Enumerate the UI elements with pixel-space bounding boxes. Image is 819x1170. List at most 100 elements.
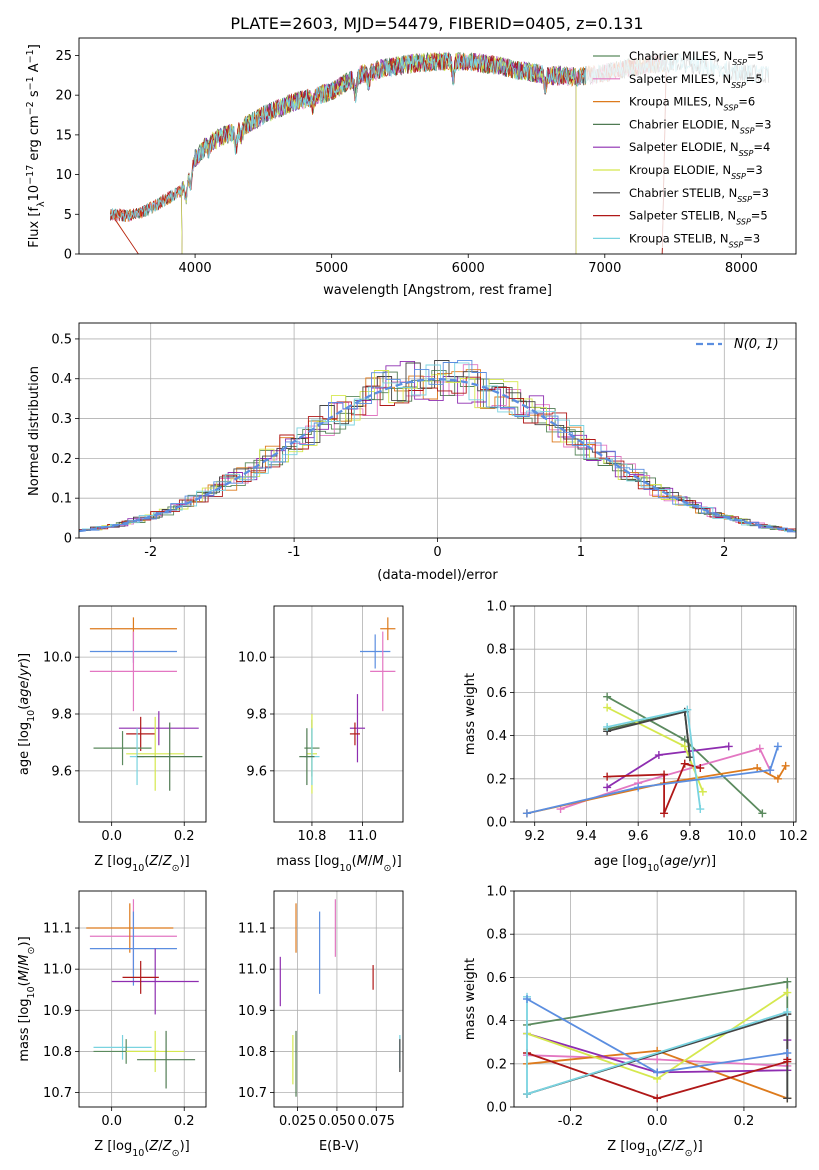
spectrum-line-salpeter-stelib bbox=[110, 52, 667, 255]
spectrum-line-kroupa-elodie bbox=[181, 52, 577, 255]
massweight-vs-age-frame bbox=[513, 605, 797, 823]
weight-marker bbox=[660, 809, 669, 818]
age-vs-Z-ylabel: age [log10(age/yr)] bbox=[17, 653, 37, 775]
weight-marker bbox=[755, 744, 764, 753]
errorbar-point bbox=[89, 631, 177, 712]
mass-vs-Z-ylabel: mass [log10(M/M⊙)] bbox=[17, 936, 37, 1061]
residuals-axes: -2 -1 0 1 2 0 0.1 0.2 0.3 0.4 0.5 bbox=[51, 323, 796, 560]
y-tick-label: 0.6 bbox=[486, 686, 507, 701]
x-tick-label: 6000 bbox=[452, 261, 485, 276]
y-tick-label: 11.1 bbox=[238, 922, 267, 937]
legend-label: Kroupa ELODIE, NSSP=3 bbox=[629, 163, 763, 181]
x-tick-label: -1 bbox=[288, 545, 301, 560]
age-vs-Z-xlabel: Z [log10(Z/Z⊙)] bbox=[94, 854, 189, 874]
weight-marker bbox=[523, 995, 532, 1003]
y-tick-label: 10.7 bbox=[43, 1086, 72, 1101]
weight-marker bbox=[783, 977, 792, 986]
weight-marker bbox=[696, 805, 705, 814]
massweight-vs-age-axes: 9.2 9.4 9.6 9.8 10.0 10.2 0.0 0.2 0.4 0.6 0.8 1.0 bbox=[486, 600, 808, 845]
errorbar-point bbox=[380, 617, 396, 641]
weight-line bbox=[606, 745, 729, 789]
x-tick-label: 0 bbox=[433, 545, 441, 560]
weight-marker bbox=[603, 692, 612, 701]
y-tick-label: 0.8 bbox=[486, 928, 507, 943]
y-tick-label: 20 bbox=[55, 89, 72, 104]
legend-box bbox=[586, 42, 790, 248]
age-vs-mass-axes: 10.8 11.0 9.6 9.8 10.0 bbox=[238, 606, 403, 844]
y-tick-label: 0.5 bbox=[51, 332, 72, 347]
weight-marker bbox=[522, 809, 531, 818]
y-tick-label: 0.4 bbox=[486, 1014, 507, 1029]
residuals-frame bbox=[78, 322, 797, 539]
x-tick-label: 0.025 bbox=[279, 1114, 316, 1129]
y-tick-label: 0.4 bbox=[486, 729, 507, 744]
age-vs-Z-frame bbox=[78, 605, 207, 823]
legend-label: Salpeter MILES, NSSP=5 bbox=[629, 72, 763, 90]
normal-curve bbox=[78, 378, 794, 533]
y-tick-label: 0 bbox=[64, 248, 72, 263]
y-tick-label: 10.8 bbox=[238, 1045, 267, 1060]
errorbar-point bbox=[370, 631, 396, 712]
y-tick-label: 0.6 bbox=[486, 971, 507, 986]
weight-marker bbox=[781, 761, 790, 770]
x-tick-label: 9.4 bbox=[576, 829, 597, 844]
errorbar-point bbox=[126, 716, 185, 791]
spectrum-line-chabrier-miles bbox=[110, 52, 667, 255]
weight-marker bbox=[523, 1090, 532, 1099]
y-tick-label: 0.4 bbox=[51, 372, 72, 387]
spectrum-ylabel: Flux [fλ10−17 erg cm−2 s−1 A−1] bbox=[25, 44, 47, 248]
weight-marker bbox=[654, 751, 663, 760]
mass-vs-Z-axes: 0.0 0.2 10.7 10.8 10.9 11.0 11.1 bbox=[43, 891, 206, 1129]
mass-vs-Z-xlabel: Z [log10(Z/Z⊙)] bbox=[94, 1139, 189, 1159]
massweight-vs-Z-xlabel: Z [log10(Z/Z⊙)] bbox=[607, 1139, 702, 1159]
x-tick-label: 0.2 bbox=[174, 829, 195, 844]
x-tick-label: 10.0 bbox=[727, 829, 756, 844]
x-tick-label: 1 bbox=[577, 545, 585, 560]
legend-label: Chabrier MILES, NSSP=5 bbox=[629, 49, 764, 67]
mass-vs-EBV-xlabel: E(B-V) bbox=[319, 1139, 359, 1154]
errorbar-point bbox=[299, 728, 315, 786]
spectrum-frame bbox=[78, 37, 797, 255]
legend-label: Chabrier ELODIE, NSSP=3 bbox=[629, 117, 771, 135]
y-tick-label: 5 bbox=[64, 208, 72, 223]
weight-marker bbox=[653, 1094, 662, 1103]
massweight-vs-Z-frame bbox=[513, 890, 797, 1108]
y-tick-label: 0.1 bbox=[51, 492, 72, 507]
spectrum-line-salpeter-miles bbox=[110, 51, 667, 255]
weight-marker bbox=[653, 1068, 662, 1077]
y-tick-label: 11.1 bbox=[43, 922, 72, 937]
age-vs-mass-xlabel: mass [log10(M/M⊙)] bbox=[276, 854, 401, 874]
x-tick-label: 9.2 bbox=[524, 829, 545, 844]
y-tick-label: 10.0 bbox=[43, 651, 72, 666]
legend-label: Salpeter ELODIE, NSSP=4 bbox=[629, 140, 770, 158]
weight-marker bbox=[766, 766, 775, 775]
y-tick-label: 15 bbox=[55, 128, 72, 143]
normal-legend-label: N(0, 1) bbox=[734, 337, 779, 352]
errorbar-point bbox=[349, 694, 366, 763]
x-tick-label: 10.2 bbox=[779, 829, 808, 844]
histogram-kroupa-stelib bbox=[81, 362, 796, 532]
errorbar-point bbox=[126, 1030, 185, 1073]
spectrum-line-chabrier-elodie bbox=[181, 51, 577, 255]
spectrum-axes: 4000 5000 6000 7000 8000 0 5 10 15 20 25 bbox=[55, 49, 757, 276]
x-tick-label: 0.0 bbox=[101, 829, 122, 844]
errorbar-point bbox=[93, 731, 152, 766]
y-tick-label: 25 bbox=[55, 49, 72, 64]
errorbar-point bbox=[137, 722, 203, 791]
x-tick-label: 9.8 bbox=[680, 829, 701, 844]
y-tick-label: 0 bbox=[64, 532, 72, 547]
figure-title: PLATE=2603, MJD=54479, FIBERID=0405, z=0… bbox=[230, 14, 643, 33]
errorbar-point bbox=[118, 711, 199, 746]
x-tick-label: 0.0 bbox=[647, 1114, 668, 1129]
errorbar-point bbox=[349, 722, 360, 746]
weight-marker bbox=[783, 988, 792, 997]
x-tick-label: -0.2 bbox=[558, 1114, 583, 1129]
y-tick-label: 10.9 bbox=[43, 1004, 72, 1019]
weight-marker bbox=[685, 753, 694, 762]
errorbar-point bbox=[126, 716, 156, 751]
y-tick-label: 1.0 bbox=[486, 885, 507, 900]
histogram-blue_model bbox=[84, 359, 796, 533]
y-tick-label: 11.0 bbox=[43, 963, 72, 978]
x-tick-label: 5000 bbox=[315, 261, 348, 276]
weight-marker bbox=[653, 1055, 662, 1064]
